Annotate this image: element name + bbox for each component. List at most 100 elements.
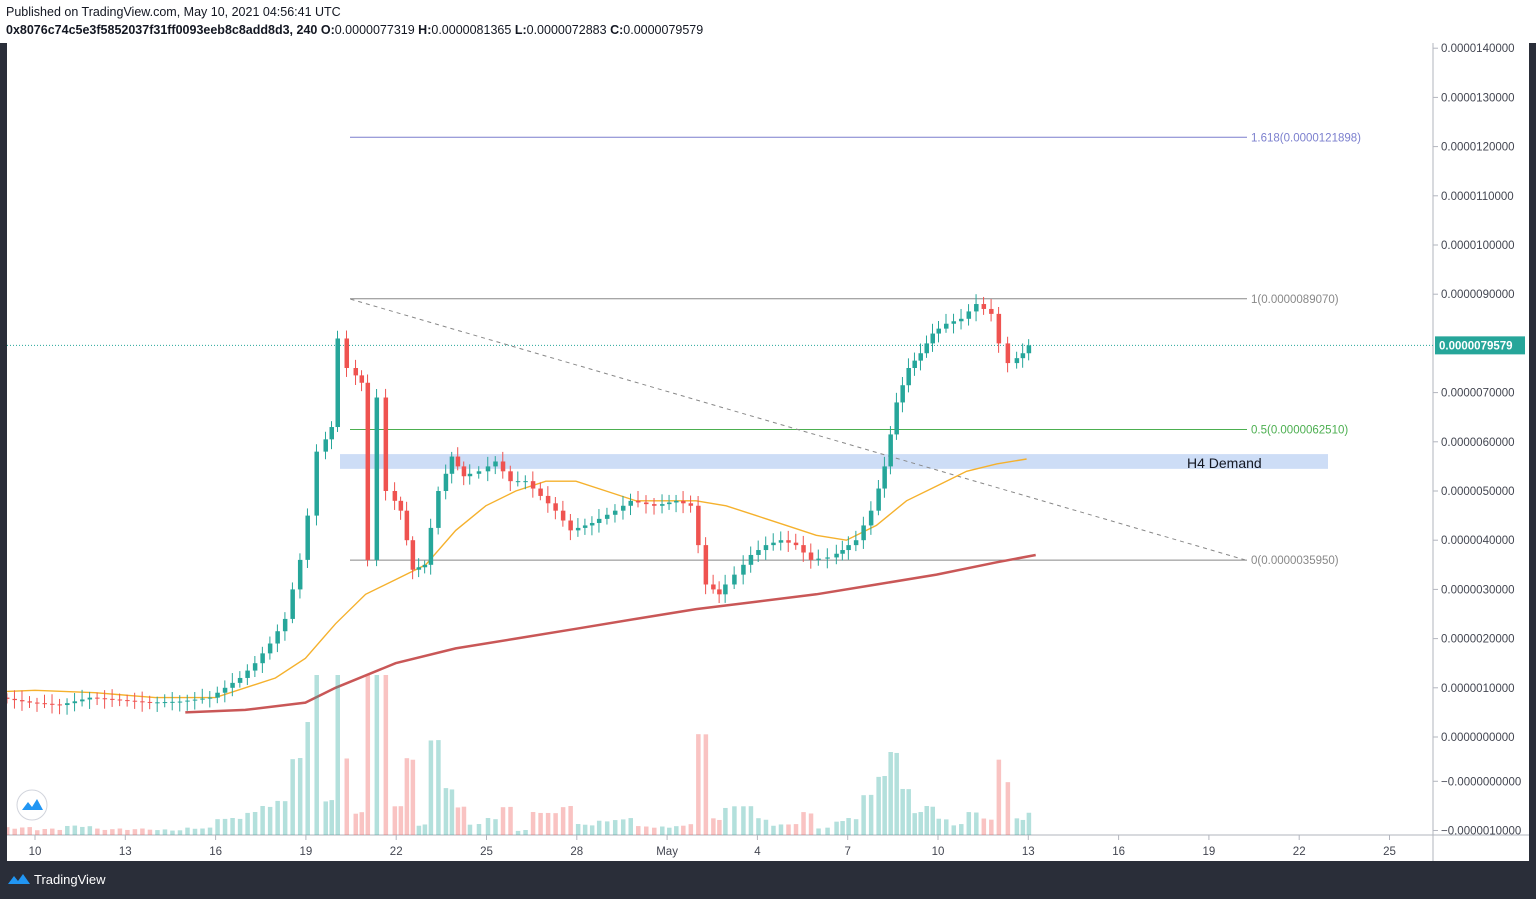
volume-bar <box>840 821 845 835</box>
volume-bar <box>215 819 220 835</box>
volume-bar <box>50 828 55 835</box>
volume-bar <box>455 807 461 835</box>
volume-bar <box>305 722 310 835</box>
candle-body <box>110 698 115 700</box>
candle-body <box>305 515 310 560</box>
candle-body <box>924 343 929 354</box>
candle-body <box>801 545 806 553</box>
volume-bar <box>523 830 528 835</box>
volume-bar <box>808 813 814 835</box>
candle-body <box>834 553 839 558</box>
candle-body <box>476 471 482 474</box>
candle-body <box>620 505 626 511</box>
x-tick-label: 16 <box>209 846 222 858</box>
volume-bar <box>359 812 365 835</box>
volume-bar <box>80 826 85 835</box>
demand-zone-label: H4 Demand <box>1187 455 1262 471</box>
volume-bar <box>57 829 63 835</box>
candle-body <box>275 631 280 644</box>
x-tick-label: 10 <box>29 846 42 858</box>
y-tick-label: 0.0000100000 <box>1441 240 1515 252</box>
volume-bar <box>95 828 100 835</box>
volume-bar <box>1026 812 1032 835</box>
volume-bar <box>748 806 754 835</box>
candle-body <box>888 434 893 467</box>
candle-body <box>868 510 874 526</box>
candle-body <box>628 500 633 506</box>
candle-body <box>500 461 506 472</box>
volume-bar <box>323 801 328 835</box>
volume-bar <box>493 819 498 835</box>
candle-body <box>4 697 10 699</box>
candle-body <box>267 643 273 654</box>
candle-body <box>778 540 784 543</box>
candle-body <box>974 304 979 312</box>
candle-body <box>192 699 198 701</box>
candle-body <box>162 702 168 704</box>
trendline[interactable] <box>350 298 1246 561</box>
volume-bar <box>918 812 923 835</box>
x-tick-label: 28 <box>570 846 583 858</box>
volume-bar <box>545 812 551 835</box>
candle-body <box>155 702 160 704</box>
volume-bar <box>117 828 123 835</box>
candle-body <box>65 703 70 706</box>
volume-bar <box>912 813 917 835</box>
volume-bar <box>674 826 679 835</box>
volume-bar <box>275 800 280 835</box>
candle-body <box>717 589 722 595</box>
chart-area[interactable]: 0.0000140000 0.0000130000 0.0000120000 0.00… <box>0 43 1529 887</box>
volume-bar <box>924 806 929 835</box>
volume-bar <box>652 827 657 835</box>
y-tick-label: 0.0000050000 <box>1441 486 1515 498</box>
volume-bar <box>260 806 265 835</box>
y-tick-label: 0.0000090000 <box>1441 289 1515 301</box>
price-chart[interactable]: 0.0000140000 0.0000130000 0.0000120000 0.00… <box>0 43 1529 887</box>
candle-body <box>981 304 987 309</box>
footer-brand[interactable]: TradingView <box>34 872 106 887</box>
candle-body <box>508 471 513 482</box>
volume-bar <box>87 826 93 835</box>
candle-body <box>260 653 265 664</box>
candle-body <box>95 697 100 699</box>
y-tick-label: 0.0000140000 <box>1441 43 1515 55</box>
candle-body <box>596 518 602 523</box>
candle-body <box>42 703 48 705</box>
volume-bar <box>177 830 183 835</box>
candle-body <box>329 427 334 440</box>
x-tick-label: 10 <box>932 846 945 858</box>
y-tick-label: 0.0000110000 <box>1441 191 1514 203</box>
volume-bar <box>944 819 949 835</box>
candle-body <box>793 542 799 546</box>
volume-bar <box>365 675 371 835</box>
volume-bar <box>644 826 649 835</box>
candle-body <box>732 574 737 585</box>
volume-bar <box>147 829 153 835</box>
volume-bar <box>245 812 250 835</box>
watermark-logo-icon[interactable] <box>16 789 48 821</box>
tradingview-logo-icon[interactable] <box>8 872 30 888</box>
y-tick-label: 0.0000020000 <box>1441 634 1515 646</box>
candle-body <box>185 700 190 702</box>
candle-body <box>422 564 428 568</box>
high-value: 0.0000081365 <box>431 23 512 37</box>
candle-body <box>582 525 588 528</box>
volume-bar <box>329 800 334 835</box>
volume-bar <box>207 827 213 835</box>
candle-body <box>50 703 55 705</box>
volume-bar <box>894 752 899 835</box>
volume-bar <box>834 821 839 835</box>
demand-zone[interactable] <box>340 454 1328 469</box>
candle-body <box>816 558 821 560</box>
candle-body <box>57 704 63 706</box>
volume-bar <box>335 675 340 835</box>
volume-bar <box>936 818 941 835</box>
candle-body <box>493 461 498 467</box>
volume-bar <box>162 829 168 835</box>
fib-level-label: 0.5(0.0000062510) <box>1251 424 1348 436</box>
candle-body <box>314 451 319 516</box>
volume-bar <box>688 824 694 835</box>
candle-body <box>545 495 551 504</box>
candle-body <box>808 552 814 560</box>
candle-body <box>436 491 441 528</box>
